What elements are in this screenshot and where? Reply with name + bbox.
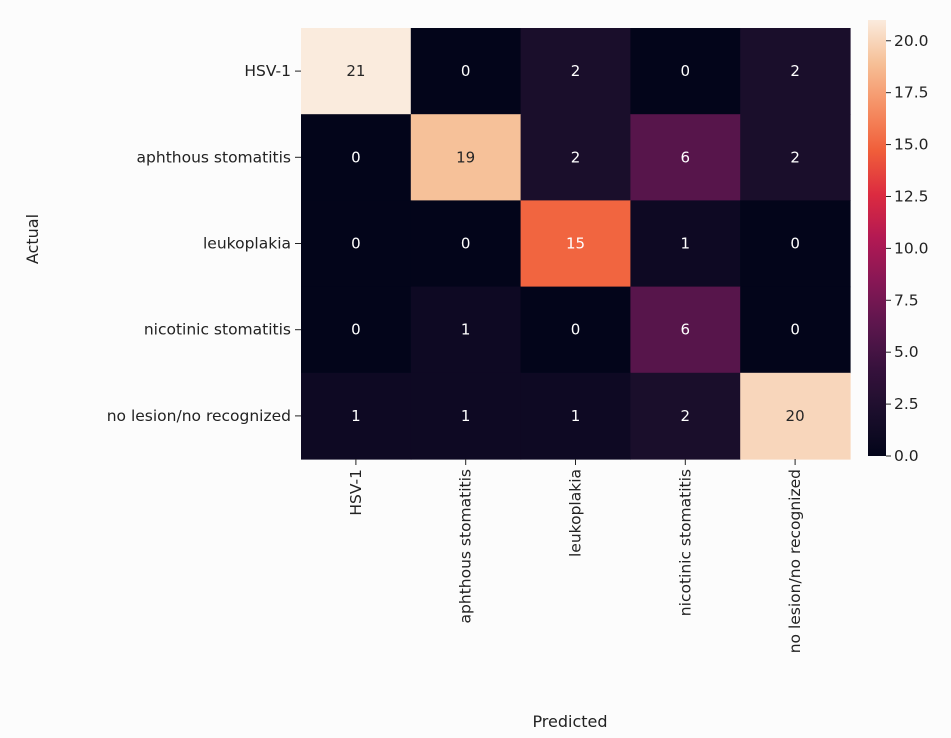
cell-value-label: 0	[461, 235, 471, 253]
cell-r3-c1	[410, 286, 522, 374]
colorbar-tick-label: 0.0	[894, 447, 919, 465]
colorbar-tick-label: 20.0	[894, 32, 929, 50]
cell-value-label: 2	[571, 148, 581, 166]
y-tick-label: leukoplakia	[203, 235, 291, 253]
cell-r1-c3	[630, 114, 741, 201]
colorbar-gradient	[868, 20, 886, 456]
cell-r1-c4	[740, 114, 851, 201]
cell-r4-c4	[740, 372, 851, 460]
cell-value-label: 15	[566, 235, 585, 253]
x-tick-label: no lesion/no recognized	[786, 469, 804, 653]
y-tick-label: aphthous stomatitis	[137, 148, 291, 166]
cell-value-label: 0	[351, 321, 361, 339]
cell-r3-c3	[630, 286, 741, 374]
x-tick-label: aphthous stomatitis	[457, 469, 475, 623]
cell-r4-c0	[301, 372, 412, 460]
cell-r2-c4	[740, 200, 851, 288]
colorbar-tick-label: 17.5	[894, 84, 929, 102]
y-axis-title: Actual	[23, 214, 42, 264]
cell-r2-c2	[520, 200, 631, 288]
cell-r3-c4	[740, 286, 851, 374]
cell-r2-c0	[301, 200, 412, 288]
cell-r4-c3	[630, 372, 741, 460]
cell-value-label: 0	[571, 321, 581, 339]
cell-r3-c0	[301, 286, 412, 374]
cell-value-label: 1	[461, 321, 471, 339]
colorbar-tick-label: 2.5	[894, 395, 919, 413]
y-tick-label: HSV-1	[244, 62, 291, 80]
cell-r2-c1	[410, 200, 522, 288]
cell-r0-c4	[740, 28, 851, 115]
x-tick-label: leukoplakia	[567, 469, 585, 557]
colorbar: 0.0 2.5 5.0 7.5 10.0 12.5 15.0 17.5 20.0	[868, 20, 929, 465]
cell-r1-c2	[520, 114, 631, 201]
colorbar-tick-label: 7.5	[894, 291, 919, 309]
colorbar-tick-label: 15.0	[894, 136, 929, 154]
cell-value-label: 21	[346, 62, 365, 80]
cell-value-label: 0	[681, 62, 691, 80]
cell-r0-c0	[301, 28, 412, 115]
cell-value-label: 0	[790, 235, 800, 253]
cell-r0-c1	[410, 28, 522, 115]
cell-value-label: 1	[681, 235, 691, 253]
heatmap-cells: 21 0 2 0 20 19 2 6 20 0 15 1 00 1 0 6 01 1 1 2 20	[301, 28, 851, 460]
cell-value-label: 0	[351, 148, 361, 166]
cell-value-label: 0	[790, 321, 800, 339]
cell-value-label: 19	[456, 148, 475, 166]
cell-value-label: 6	[681, 148, 691, 166]
cell-value-label: 0	[351, 235, 361, 253]
colorbar-tick-label: 5.0	[894, 343, 919, 361]
y-tick-label: nicotinic stomatitis	[144, 321, 291, 339]
cell-value-label: 20	[786, 407, 805, 425]
x-tick-labels: HSV-1 aphthous stomatitis leukoplakia nicot…	[347, 459, 804, 653]
x-tick-label: HSV-1	[347, 469, 365, 516]
colorbar-tick-label: 12.5	[894, 187, 929, 205]
x-tick-label: nicotinic stomatitis	[676, 469, 694, 616]
y-tick-label: no lesion/no recognized	[107, 407, 291, 425]
cell-r4-c2	[520, 372, 631, 460]
x-axis-title: Predicted	[532, 712, 607, 731]
cell-value-label: 2	[790, 148, 800, 166]
cell-r3-c2	[520, 286, 631, 374]
cell-r1-c0	[301, 114, 412, 201]
cell-value-label: 1	[571, 407, 581, 425]
cell-r1-c1	[410, 114, 522, 201]
colorbar-tick-label: 10.0	[894, 239, 929, 257]
cell-value-label: 1	[351, 407, 361, 425]
cell-value-label: 2	[790, 62, 800, 80]
cell-value-label: 2	[571, 62, 581, 80]
cell-value-label: 2	[681, 407, 691, 425]
cell-value-label: 0	[461, 62, 471, 80]
cell-r0-c2	[520, 28, 631, 115]
cell-value-label: 1	[461, 407, 471, 425]
y-tick-labels: HSV-1 aphthous stomatitis leukoplakia nicot…	[107, 62, 301, 425]
cell-r0-c3	[630, 28, 741, 115]
cell-value-label: 6	[681, 321, 691, 339]
cell-r2-c3	[630, 200, 741, 288]
cell-r4-c1	[410, 372, 522, 460]
